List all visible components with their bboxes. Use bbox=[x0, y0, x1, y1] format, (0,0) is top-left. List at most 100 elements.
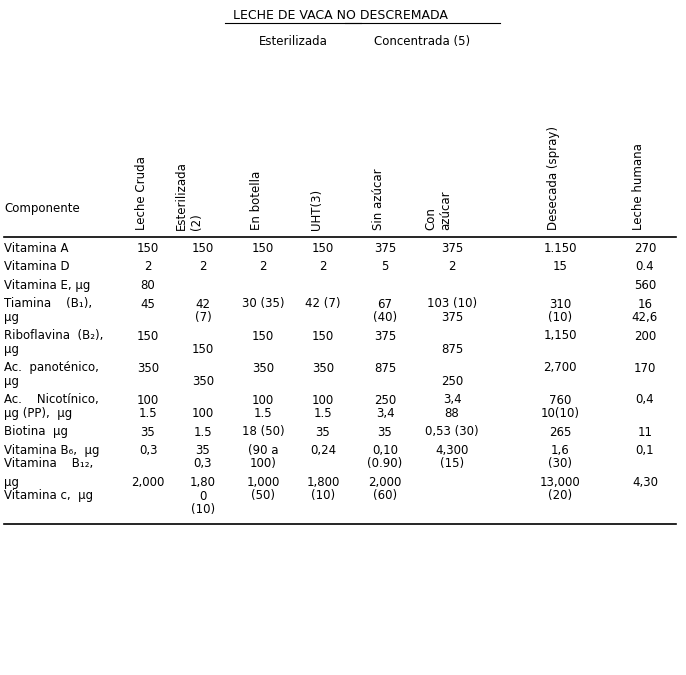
Text: Vitamina E, μg: Vitamina E, μg bbox=[4, 279, 91, 292]
Text: 150: 150 bbox=[312, 242, 334, 255]
Text: 103 (10): 103 (10) bbox=[427, 298, 477, 310]
Text: (50): (50) bbox=[251, 489, 275, 502]
Text: 18 (50): 18 (50) bbox=[241, 425, 284, 439]
Text: 2,700: 2,700 bbox=[543, 362, 577, 375]
Text: 10(10): 10(10) bbox=[541, 407, 580, 420]
Text: Ac.  panoténico,: Ac. panoténico, bbox=[4, 362, 99, 375]
Text: 3,4: 3,4 bbox=[376, 407, 394, 420]
Text: Esterilizada: Esterilizada bbox=[259, 35, 327, 48]
Text: 5: 5 bbox=[381, 261, 389, 273]
Text: 270: 270 bbox=[634, 242, 657, 255]
Text: 13,000: 13,000 bbox=[540, 476, 580, 489]
Text: (10): (10) bbox=[548, 311, 572, 324]
Text: Sin azúcar: Sin azúcar bbox=[372, 168, 385, 230]
Text: 375: 375 bbox=[441, 311, 463, 324]
Text: (7): (7) bbox=[195, 311, 211, 324]
Text: 150: 150 bbox=[312, 329, 334, 342]
Text: 170: 170 bbox=[634, 362, 657, 375]
Text: 0,53 (30): 0,53 (30) bbox=[425, 425, 479, 439]
Text: 265: 265 bbox=[549, 425, 571, 439]
Text: 1.5: 1.5 bbox=[254, 407, 272, 420]
Text: 2: 2 bbox=[259, 261, 267, 273]
Text: 1,80: 1,80 bbox=[190, 476, 216, 489]
Text: 150: 150 bbox=[192, 242, 214, 255]
Text: (60): (60) bbox=[373, 489, 397, 502]
Text: 1.150: 1.150 bbox=[543, 242, 577, 255]
Text: (40): (40) bbox=[373, 311, 397, 324]
Text: 150: 150 bbox=[137, 329, 159, 342]
Text: Esterilizada
(2): Esterilizada (2) bbox=[175, 161, 203, 230]
Text: 100): 100) bbox=[250, 458, 276, 470]
Text: 1,150: 1,150 bbox=[543, 329, 577, 342]
Text: 100: 100 bbox=[312, 394, 334, 406]
Text: 2: 2 bbox=[448, 261, 456, 273]
Text: 375: 375 bbox=[441, 242, 463, 255]
Text: 2: 2 bbox=[144, 261, 152, 273]
Text: 42,6: 42,6 bbox=[632, 311, 658, 324]
Text: 30 (35): 30 (35) bbox=[241, 298, 284, 310]
Text: μg: μg bbox=[4, 311, 19, 324]
Text: UHT(3): UHT(3) bbox=[310, 189, 323, 230]
Text: Vitamina A: Vitamina A bbox=[4, 242, 69, 255]
Text: 67: 67 bbox=[377, 298, 392, 310]
Text: En botella: En botella bbox=[250, 171, 263, 230]
Text: 200: 200 bbox=[634, 329, 656, 342]
Text: 2,000: 2,000 bbox=[131, 476, 165, 489]
Text: Leche humana: Leche humana bbox=[632, 143, 645, 230]
Text: 350: 350 bbox=[137, 362, 159, 375]
Text: 11: 11 bbox=[637, 425, 652, 439]
Text: (0.90): (0.90) bbox=[368, 458, 403, 470]
Text: (90 a: (90 a bbox=[248, 444, 279, 457]
Text: Tiamina    (B₁),: Tiamina (B₁), bbox=[4, 298, 92, 310]
Text: 760: 760 bbox=[549, 394, 571, 406]
Text: 35: 35 bbox=[141, 425, 155, 439]
Text: 250: 250 bbox=[374, 394, 396, 406]
Text: 350: 350 bbox=[252, 362, 274, 375]
Text: 4,30: 4,30 bbox=[632, 476, 658, 489]
Text: 42: 42 bbox=[196, 298, 211, 310]
Text: Biotina  μg: Biotina μg bbox=[4, 425, 68, 439]
Text: 100: 100 bbox=[137, 394, 159, 406]
Text: 1.5: 1.5 bbox=[193, 425, 212, 439]
Text: 310: 310 bbox=[549, 298, 571, 310]
Text: 0,24: 0,24 bbox=[310, 444, 336, 457]
Text: Leche Cruda: Leche Cruda bbox=[135, 156, 148, 230]
Text: 3,4: 3,4 bbox=[442, 394, 461, 406]
Text: (30): (30) bbox=[548, 458, 572, 470]
Text: Componente: Componente bbox=[4, 202, 80, 215]
Text: (15): (15) bbox=[440, 458, 464, 470]
Text: (10): (10) bbox=[311, 489, 335, 502]
Text: 42 (7): 42 (7) bbox=[305, 298, 341, 310]
Text: 1,800: 1,800 bbox=[307, 476, 340, 489]
Text: 150: 150 bbox=[252, 329, 274, 342]
Text: 35: 35 bbox=[196, 444, 211, 457]
Text: 0.4: 0.4 bbox=[636, 261, 654, 273]
Text: 100: 100 bbox=[252, 394, 274, 406]
Text: 0,4: 0,4 bbox=[636, 394, 654, 406]
Text: Vitamina B₆,  μg: Vitamina B₆, μg bbox=[4, 444, 99, 457]
Text: 250: 250 bbox=[441, 375, 463, 388]
Text: 0,10: 0,10 bbox=[372, 444, 398, 457]
Text: (20): (20) bbox=[548, 489, 572, 502]
Text: 80: 80 bbox=[141, 279, 155, 292]
Text: 150: 150 bbox=[252, 242, 274, 255]
Text: 875: 875 bbox=[374, 362, 396, 375]
Text: Con
azúcar: Con azúcar bbox=[424, 190, 452, 230]
Text: 2,000: 2,000 bbox=[368, 476, 402, 489]
Text: 875: 875 bbox=[441, 343, 463, 356]
Text: μg (PP),  μg: μg (PP), μg bbox=[4, 407, 72, 420]
Text: μg: μg bbox=[4, 375, 19, 388]
Text: Vitamina c,  μg: Vitamina c, μg bbox=[4, 489, 93, 502]
Text: 350: 350 bbox=[312, 362, 334, 375]
Text: Desecada (spray): Desecada (spray) bbox=[547, 126, 560, 230]
Text: 1.5: 1.5 bbox=[314, 407, 332, 420]
Text: Riboflavina  (B₂),: Riboflavina (B₂), bbox=[4, 329, 104, 342]
Text: 100: 100 bbox=[192, 407, 214, 420]
Text: 1,6: 1,6 bbox=[551, 444, 569, 457]
Text: 350: 350 bbox=[192, 375, 214, 388]
Text: 4,300: 4,300 bbox=[436, 444, 469, 457]
Text: 45: 45 bbox=[141, 298, 156, 310]
Text: 16: 16 bbox=[637, 298, 652, 310]
Text: 0: 0 bbox=[200, 489, 206, 502]
Text: Vitamina D: Vitamina D bbox=[4, 261, 69, 273]
